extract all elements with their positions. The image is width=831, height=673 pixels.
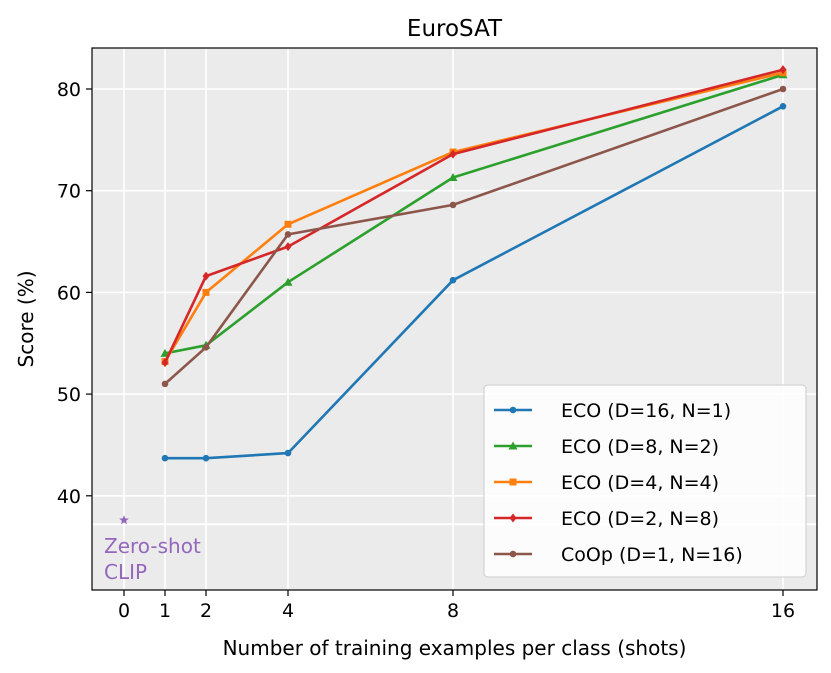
plot-frame [91,47,818,591]
y-tick-label: 50 [57,384,81,406]
data-point [161,358,169,368]
legend-item: ECO (D=8, N=2) [494,436,719,458]
zero-shot-layer: Zero-shot CLIP [104,515,201,584]
legend-label: ECO (D=2, N=8) [561,508,719,530]
data-point [448,172,458,181]
legend-item: ECO (D=4, N=4) [494,472,719,494]
legend-swatch-marker [509,406,517,414]
legend-label: ECO (D=4, N=4) [561,472,719,494]
legend-item: CoOp (D=1, N=16) [494,544,743,566]
data-point [449,276,457,284]
data-point [202,344,210,351]
axis-ticks: 0 1 2 4 8 16 40 50 60 70 80 [57,79,795,622]
data-point [284,220,292,228]
data-point [161,380,169,388]
data-point [202,271,210,281]
zero-shot-point [119,515,129,525]
series-eco-d-2-n-8 [161,65,787,368]
data-point [449,149,457,159]
legend-box [483,384,807,578]
data-point [284,231,292,238]
legend-swatch-marker [508,441,518,450]
x-tick-label: 8 [447,600,459,622]
series-eco-d-16-n-1 [161,102,787,462]
data-point [779,85,787,93]
legend-swatch-marker [509,478,517,486]
x-tick-label: 4 [282,600,294,622]
legend: ECO (D=16, N=1) ECO (D=8, N=2) ECO (D=4, N… [483,384,807,578]
legend-label: CoOp (D=1, N=16) [561,544,743,566]
data-point [202,288,210,296]
y-tick-label: 40 [57,486,81,508]
legend-label: ECO (D=16, N=1) [561,400,731,422]
y-tick-label: 70 [57,181,81,203]
legend-swatch-marker [509,513,517,523]
series-coop-d-1-n-16 [161,85,787,388]
y-tick-label: 80 [57,79,81,101]
data-point [284,242,292,252]
x-tick-label: 1 [159,600,171,622]
legend-label: ECO (D=8, N=2) [561,436,719,458]
data-point [779,65,787,75]
zero-shot-label-clip: CLIP [104,560,147,584]
x-tick-label: 0 [118,600,130,622]
zero-shot-label: Zero-shot [104,534,201,558]
legend-item: ECO (D=2, N=8) [494,508,719,530]
legend-item: ECO (D=16, N=1) [494,400,731,422]
y-tick-label: 60 [57,282,81,304]
data-point [202,454,210,462]
data-point [284,449,292,457]
data-point [449,201,457,209]
series-layer [160,65,788,462]
x-tick-label: 16 [771,600,795,622]
legend-swatch-marker [509,550,517,558]
grid-lines [92,48,817,590]
data-point [283,277,293,286]
chart-title: EuroSAT [407,16,503,42]
data-point [161,454,169,462]
y-axis-label: Score (%) [14,271,38,368]
x-axis-label: Number of training examples per class (s… [223,636,687,660]
x-tick-label: 2 [200,600,212,622]
data-point [779,102,787,110]
